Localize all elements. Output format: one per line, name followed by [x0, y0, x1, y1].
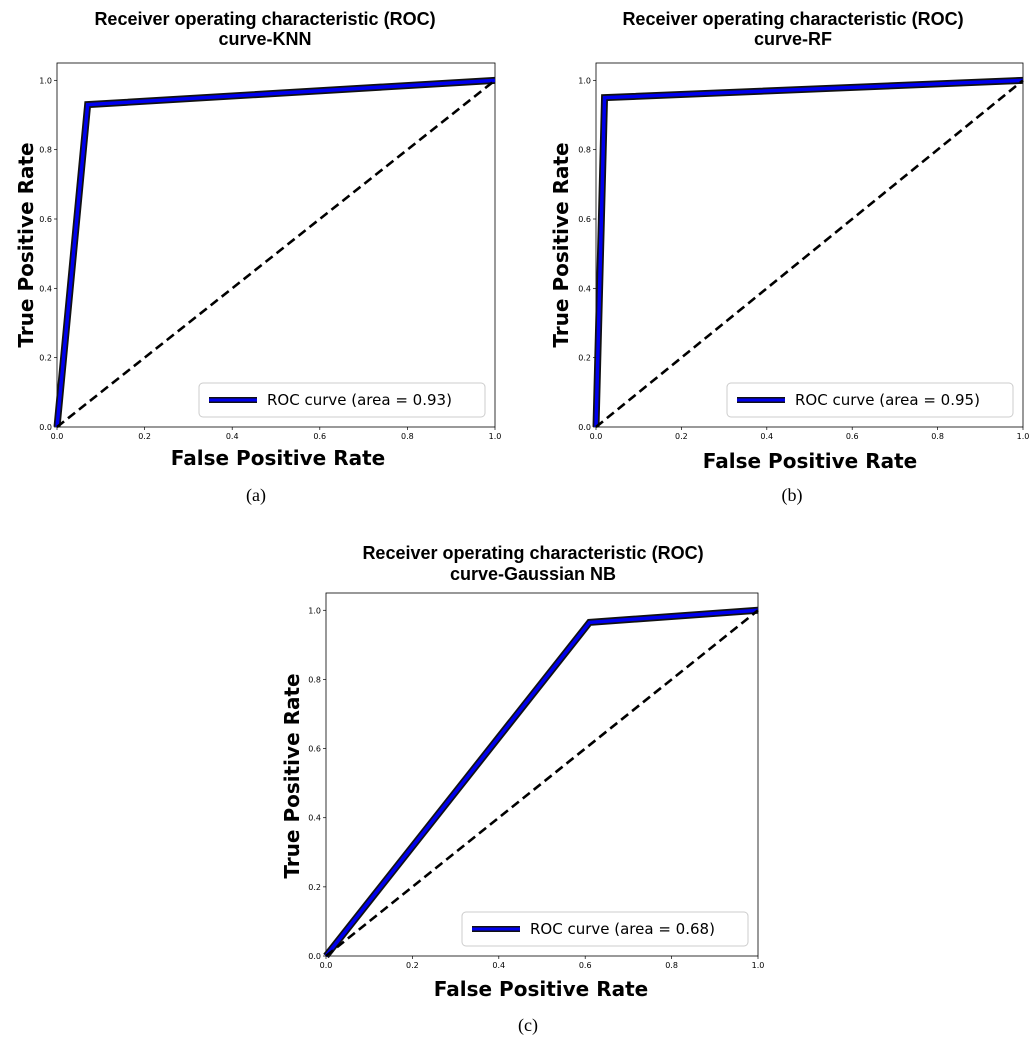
x-tick-label: 0.6	[846, 432, 859, 441]
chart-title-line1: Receiver operating characteristic (ROC)	[94, 9, 435, 29]
panel-caption: (b)	[782, 485, 803, 506]
plot-area: 0.0 0.2 0.4 0.6 0.8 1.0 0.0 0.2 0.4 0.6 0.8 1.0 ROC …	[578, 62, 1030, 441]
panel-c: Receiver operating characteristic (ROC) …	[280, 543, 764, 1036]
y-tick-label: 0.2	[308, 883, 321, 892]
panel-b: Receiver operating characteristic (ROC) …	[549, 9, 1029, 506]
chance-diagonal-line	[56, 79, 496, 429]
plot-area: 0.0 0.2 0.4 0.6 0.8 1.0 0.0 0.2 0.4 0.6 0.8 1.0 ROC …	[308, 592, 765, 970]
y-tick-label: 0.8	[39, 146, 52, 155]
x-axis-label: False Positive Rate	[171, 446, 385, 470]
y-tick-label: 0.4	[578, 284, 591, 293]
legend-box	[461, 911, 749, 947]
x-tick-label: 0.4	[492, 961, 505, 970]
x-tick-label: 0.8	[931, 432, 944, 441]
x-tick-label: 0.0	[51, 432, 64, 441]
chart-title-line2: curve-RF	[754, 29, 832, 49]
plot-area: 0.0 0.2 0.4 0.6 0.8 1.0 0.0 0.2 0.4 0.6 0.8 1.0 ROC …	[39, 62, 502, 441]
x-tick-label: 0.2	[675, 432, 688, 441]
x-tick-label: 0.0	[590, 432, 603, 441]
chart-title-line2: curve-KNN	[218, 29, 311, 49]
x-tick-label: 0.4	[226, 432, 239, 441]
y-tick-label: 0.6	[39, 215, 52, 224]
legend-label: ROC curve (area = 0.95)	[795, 391, 980, 409]
x-tick-label: 0.8	[665, 961, 678, 970]
panel-caption: (c)	[518, 1015, 538, 1036]
y-tick-label: 1.0	[578, 76, 591, 85]
roc-curve-line	[594, 78, 1024, 428]
x-tick-label: 0.2	[406, 961, 419, 970]
x-axis-label: False Positive Rate	[703, 449, 917, 473]
x-tick-label: 0.8	[401, 432, 414, 441]
roc-curve-line	[324, 608, 759, 958]
y-tick-label: 1.0	[39, 76, 52, 85]
y-tick-label: 0.4	[308, 814, 321, 823]
chart-title-line1: Receiver operating characteristic (ROC)	[362, 543, 703, 563]
y-tick-label: 0.2	[39, 354, 52, 363]
legend-label: ROC curve (area = 0.68)	[530, 920, 715, 938]
panel-caption: (a)	[246, 485, 266, 506]
x-axis-label: False Positive Rate	[434, 977, 648, 1001]
y-tick-label: 0.8	[308, 675, 321, 684]
x-tick-label: 0.0	[320, 961, 333, 970]
chart-title-line1: Receiver operating characteristic (ROC)	[622, 9, 963, 29]
roc-curve-line	[55, 78, 496, 428]
x-tick-label: 0.6	[313, 432, 326, 441]
legend-box	[198, 382, 486, 418]
legend-label: ROC curve (area = 0.93)	[267, 391, 452, 409]
roc-curve-outline	[53, 76, 496, 428]
chance-diagonal-line	[595, 79, 1024, 429]
x-tick-label: 1.0	[489, 432, 502, 441]
x-tick-label: 1.0	[752, 961, 765, 970]
y-tick-label: 0.2	[578, 354, 591, 363]
y-tick-label: 0.8	[578, 146, 591, 155]
chance-diagonal-line	[325, 609, 759, 958]
x-tick-label: 0.6	[579, 961, 592, 970]
y-axis-label: True Positive Rate	[280, 673, 304, 878]
axes-frame	[56, 62, 496, 428]
y-tick-label: 0.4	[39, 284, 52, 293]
panel-a: Receiver operating characteristic (ROC) …	[14, 9, 501, 506]
legend-box	[726, 382, 1014, 418]
y-axis-label: True Positive Rate	[549, 142, 573, 347]
y-tick-label: 0.0	[308, 952, 321, 961]
axes-frame	[595, 62, 1024, 428]
y-tick-label: 0.6	[308, 745, 321, 754]
y-tick-label: 0.0	[39, 423, 52, 432]
x-tick-label: 1.0	[1017, 432, 1030, 441]
y-tick-label: 0.0	[578, 423, 591, 432]
axes-frame	[325, 592, 759, 957]
chart-title-line2: curve-Gaussian NB	[450, 564, 616, 584]
y-tick-label: 0.6	[578, 215, 591, 224]
x-tick-label: 0.2	[138, 432, 151, 441]
x-tick-label: 0.4	[760, 432, 773, 441]
y-axis-label: True Positive Rate	[14, 142, 38, 347]
y-tick-label: 1.0	[308, 606, 321, 615]
